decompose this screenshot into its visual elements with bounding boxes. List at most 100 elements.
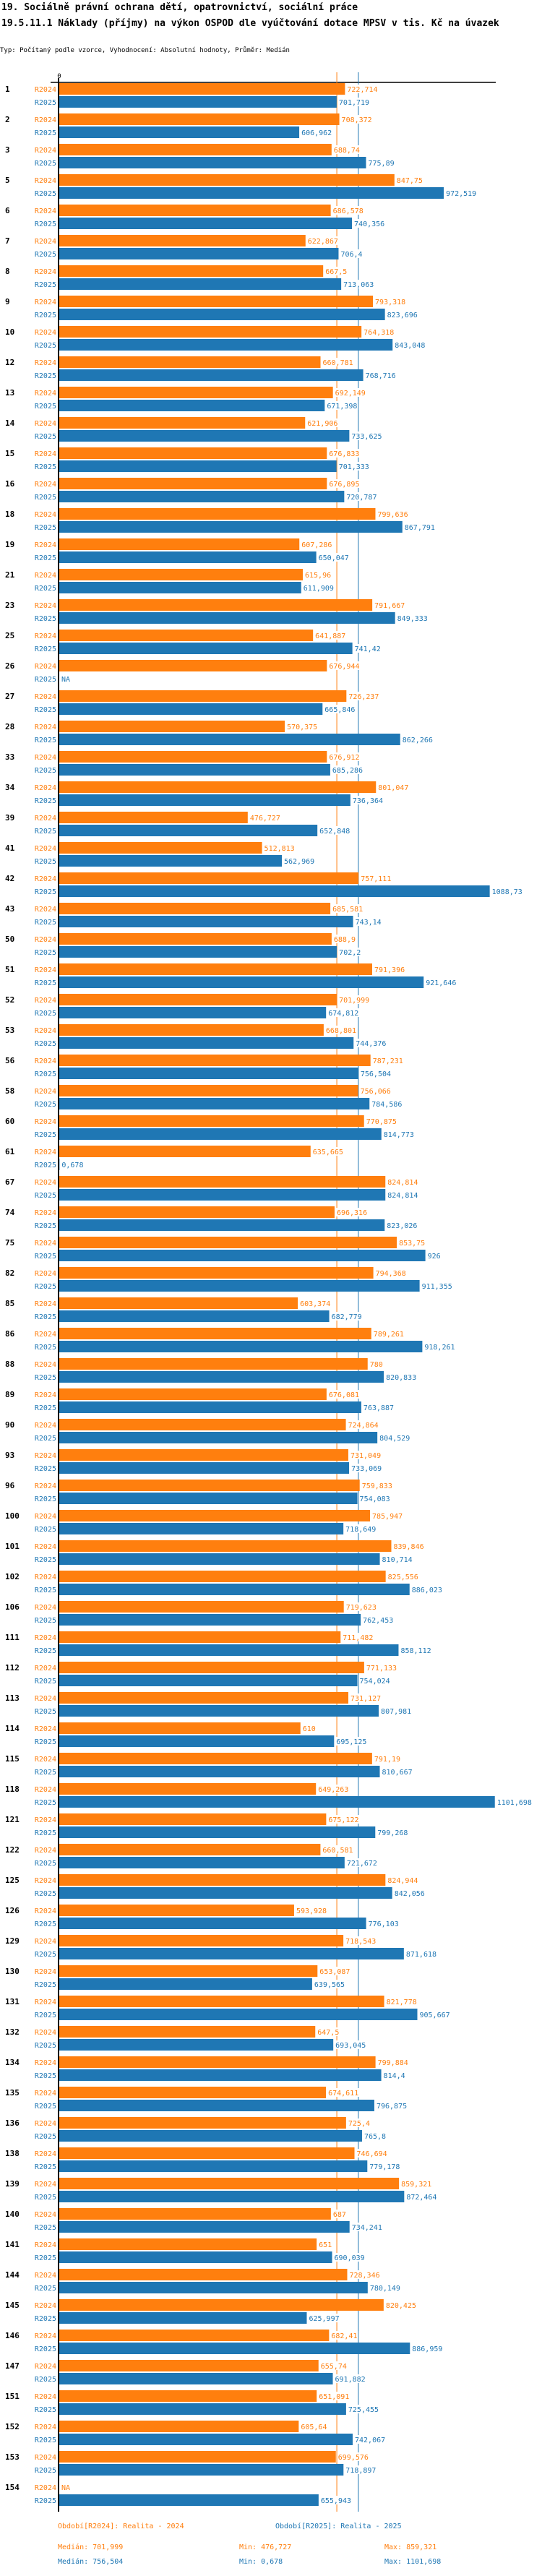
series-label-r2024: R2024 [35, 1027, 56, 1035]
value-label-background [304, 570, 332, 579]
value-label-background [418, 2010, 451, 2019]
value-label-background [353, 219, 386, 228]
category-label: 34 [5, 783, 15, 792]
value-label: 762,453 [363, 1617, 393, 1625]
value-label: 742,067 [355, 2437, 385, 2444]
value-label-background [345, 1936, 377, 1945]
value-label-background [360, 874, 392, 883]
category-label: 147 [5, 2361, 20, 2371]
bar-r2025 [59, 2494, 319, 2506]
value-label: 853,75 [399, 1240, 425, 1248]
bar-r2025 [59, 1584, 410, 1595]
value-label: 810,714 [382, 1556, 413, 1564]
value-label: 784,586 [371, 1101, 402, 1109]
value-label-background [387, 1572, 419, 1581]
bar-r2025 [59, 1098, 370, 1109]
value-label-background [322, 358, 354, 366]
value-label: 651 [319, 2241, 332, 2249]
value-label-background [374, 1268, 407, 1277]
value-label: 780,149 [370, 2285, 400, 2293]
value-label: 972,519 [446, 190, 476, 198]
value-label-background [319, 2361, 348, 2370]
series-label-r2024: R2024 [35, 481, 56, 489]
value-label-background [332, 904, 364, 913]
value-label: 701,333 [339, 463, 369, 471]
series-label-r2024: R2024 [35, 2484, 56, 2492]
bar-r2025 [59, 2312, 307, 2324]
value-label-background [401, 735, 434, 744]
series-label-r2024: R2024 [35, 1604, 56, 1612]
series-label-r2024: R2024 [35, 268, 56, 276]
category-label: 27 [5, 692, 14, 701]
value-label-background [340, 115, 373, 124]
bar-r2024 [59, 690, 347, 702]
stat-max-r2025: Max: 1101,698 [384, 2558, 442, 2566]
category-label: 114 [5, 1724, 20, 1733]
bar-r2024 [59, 2147, 355, 2159]
value-label: 691,882 [335, 2376, 366, 2384]
bar-r2024 [59, 2238, 317, 2250]
value-label: 843,048 [395, 342, 425, 350]
value-label-background [342, 1633, 374, 1641]
value-label-background [249, 813, 281, 822]
series-label-r2025: R2025 [35, 2224, 56, 2232]
value-label: 736,364 [353, 797, 383, 805]
value-label-background [410, 1585, 443, 1594]
value-label-background [61, 674, 71, 683]
bar-r2025 [59, 1189, 386, 1201]
series-label-r2024: R2024 [35, 1786, 56, 1794]
value-label-background [423, 1342, 456, 1351]
series-label-r2025: R2025 [35, 2103, 56, 2111]
bar-r2025 [59, 2160, 368, 2172]
series-label-r2024: R2024 [35, 724, 56, 731]
value-label: 718,649 [345, 1526, 376, 1534]
series-label-r2024: R2024 [35, 450, 56, 458]
series-label-r2025: R2025 [35, 2194, 56, 2202]
legend-r2025: Období[R2025]: Realita - 2025 [275, 2523, 402, 2530]
bar-r2025 [59, 1493, 358, 1504]
series-label-r2025: R2025 [35, 2437, 56, 2444]
bar-r2025 [59, 2251, 332, 2263]
series-label-r2024: R2024 [35, 1391, 56, 1399]
bar-r2025 [59, 278, 342, 290]
series-label-r2025: R2025 [35, 615, 56, 623]
value-label-background [387, 1177, 419, 1186]
category-label: 151 [5, 2392, 20, 2401]
series-label-r2024: R2024 [35, 329, 56, 337]
series-label-r2024: R2024 [35, 632, 56, 640]
series-label-r2024: R2024 [35, 238, 56, 246]
value-label: 858,112 [400, 1647, 431, 1655]
bar-r2025 [59, 2434, 353, 2445]
series-label-r2024: R2024 [35, 1179, 56, 1187]
value-label-background [358, 1676, 391, 1685]
category-label: 89 [5, 1390, 14, 1399]
value-label: 688,74 [334, 147, 360, 155]
value-label-background [345, 1858, 378, 1867]
category-label: 9 [5, 297, 10, 306]
series-label-r2024: R2024 [35, 420, 56, 428]
bar-r2024 [59, 1328, 371, 1339]
bar-r2024 [59, 2390, 317, 2402]
value-label: 871,618 [406, 1951, 436, 1959]
value-label-background [380, 1706, 413, 1715]
stat-median-r2024: Medián: 701,999 [58, 2543, 124, 2551]
bar-r2024 [59, 1176, 386, 1188]
value-label: 734,241 [352, 2224, 382, 2232]
bar-r2024 [59, 630, 314, 641]
value-label: 1101,698 [497, 1799, 532, 1807]
bar-r2024 [59, 1905, 294, 1916]
bar-r2024 [59, 781, 377, 793]
value-label-background [345, 2465, 377, 2474]
value-label-background [382, 1130, 415, 1138]
value-label: 647,5 [317, 2029, 339, 2037]
series-label-r2024: R2024 [35, 1968, 56, 1976]
category-label: 122 [5, 1845, 20, 1855]
value-label: 621,906 [307, 420, 337, 428]
bar-r2025 [59, 764, 330, 776]
value-label-background [350, 1464, 383, 1472]
series-label-r2025: R2025 [35, 1344, 56, 1352]
value-label-background [396, 614, 429, 622]
value-label: 721,672 [347, 1860, 377, 1868]
bar-r2025 [59, 126, 300, 138]
